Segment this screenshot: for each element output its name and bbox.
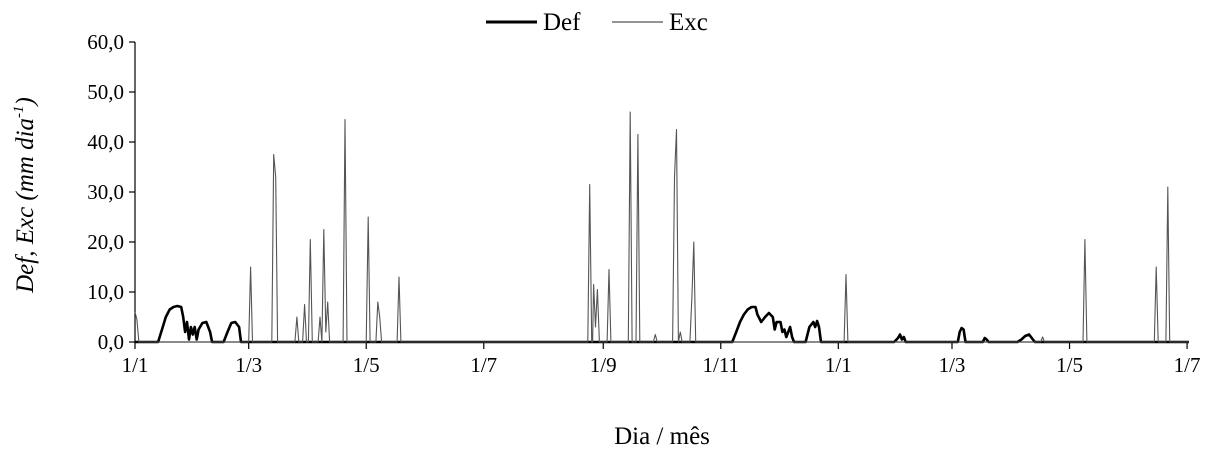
x-tick-label: 1/5 xyxy=(1056,353,1083,377)
legend: Def Exc xyxy=(486,9,708,36)
y-axis-title-superscript: -1 xyxy=(11,105,27,118)
x-tick-label: 1/1 xyxy=(122,353,149,377)
x-tick-label: 1/9 xyxy=(590,353,617,377)
x-ticks: 1/1 1/3 1/5 1/7 1/9 1/11 1/1 1/3 1/5 1/7 xyxy=(122,342,1201,377)
y-axis-title-suffix: ) xyxy=(12,97,39,107)
y-tick-label: 0,0 xyxy=(98,330,124,354)
x-tick-label: 1/3 xyxy=(235,353,262,377)
y-ticks: 0,0 10,0 20,0 30,0 40,0 50,0 60,0 xyxy=(87,30,135,354)
legend-def-label: Def xyxy=(543,9,581,36)
legend-exc-label: Exc xyxy=(669,9,708,36)
y-axis-title: Def, Exc (mm dia-1) xyxy=(11,97,39,294)
y-tick-label: 40,0 xyxy=(87,130,124,154)
y-tick-label: 10,0 xyxy=(87,280,124,304)
x-tick-label: 1/11 xyxy=(702,353,739,377)
x-tick-label: 1/5 xyxy=(353,353,380,377)
y-tick-label: 20,0 xyxy=(87,230,124,254)
x-tick-label: 1/7 xyxy=(470,353,497,377)
x-tick-label: 1/3 xyxy=(939,353,966,377)
x-tick-label: 1/1 xyxy=(825,353,852,377)
y-tick-label: 30,0 xyxy=(87,180,124,204)
y-axis-title-base: Def, Exc (mm dia xyxy=(12,118,39,294)
series-layer xyxy=(134,111,1189,344)
series-line-def xyxy=(135,304,1189,344)
x-tick-label: 1/7 xyxy=(1174,353,1201,377)
y-tick-label: 60,0 xyxy=(87,30,124,54)
x-axis-title: Dia / mês xyxy=(614,423,710,450)
series-line-exc xyxy=(134,111,1189,343)
y-tick-label: 50,0 xyxy=(87,80,124,104)
